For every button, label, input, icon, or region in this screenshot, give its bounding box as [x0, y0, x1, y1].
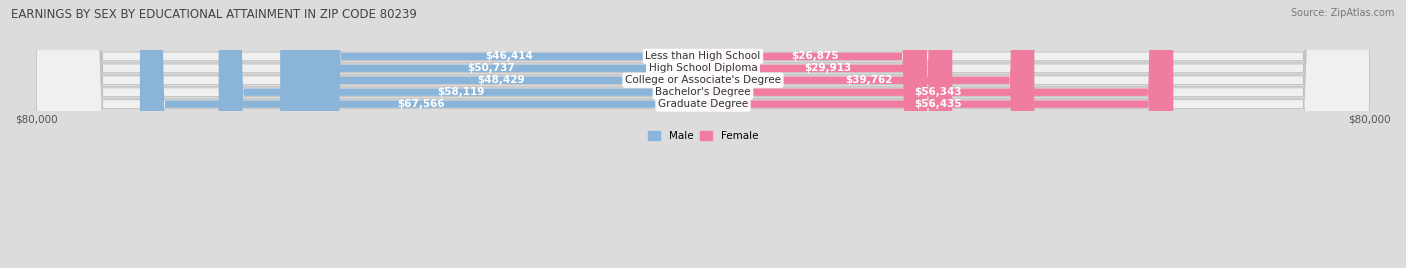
- FancyBboxPatch shape: [37, 0, 1369, 268]
- Text: $50,737: $50,737: [468, 63, 516, 73]
- Text: High School Diploma: High School Diploma: [648, 63, 758, 73]
- FancyBboxPatch shape: [703, 0, 952, 268]
- Text: $48,429: $48,429: [478, 75, 524, 85]
- Text: $67,566: $67,566: [398, 99, 446, 109]
- Text: $56,343: $56,343: [914, 87, 962, 97]
- Text: $58,119: $58,119: [437, 87, 485, 97]
- Text: $46,414: $46,414: [485, 51, 533, 61]
- FancyBboxPatch shape: [141, 0, 703, 268]
- Text: $56,435: $56,435: [914, 99, 962, 109]
- FancyBboxPatch shape: [299, 0, 703, 268]
- FancyBboxPatch shape: [37, 0, 1369, 268]
- Text: $26,875: $26,875: [792, 51, 839, 61]
- FancyBboxPatch shape: [37, 0, 1369, 268]
- FancyBboxPatch shape: [703, 0, 1173, 268]
- Text: College or Associate's Degree: College or Associate's Degree: [626, 75, 780, 85]
- Text: Less than High School: Less than High School: [645, 51, 761, 61]
- FancyBboxPatch shape: [37, 0, 1369, 268]
- Text: $39,762: $39,762: [845, 75, 893, 85]
- FancyBboxPatch shape: [703, 0, 927, 268]
- Text: $29,913: $29,913: [804, 63, 851, 73]
- FancyBboxPatch shape: [316, 0, 703, 268]
- Text: Source: ZipAtlas.com: Source: ZipAtlas.com: [1291, 8, 1395, 18]
- Text: Graduate Degree: Graduate Degree: [658, 99, 748, 109]
- FancyBboxPatch shape: [280, 0, 703, 268]
- FancyBboxPatch shape: [37, 0, 1369, 268]
- Text: EARNINGS BY SEX BY EDUCATIONAL ATTAINMENT IN ZIP CODE 80239: EARNINGS BY SEX BY EDUCATIONAL ATTAINMEN…: [11, 8, 418, 21]
- Text: Bachelor's Degree: Bachelor's Degree: [655, 87, 751, 97]
- Legend: Male, Female: Male, Female: [644, 127, 762, 145]
- FancyBboxPatch shape: [219, 0, 703, 268]
- FancyBboxPatch shape: [703, 0, 1173, 268]
- FancyBboxPatch shape: [703, 0, 1035, 268]
